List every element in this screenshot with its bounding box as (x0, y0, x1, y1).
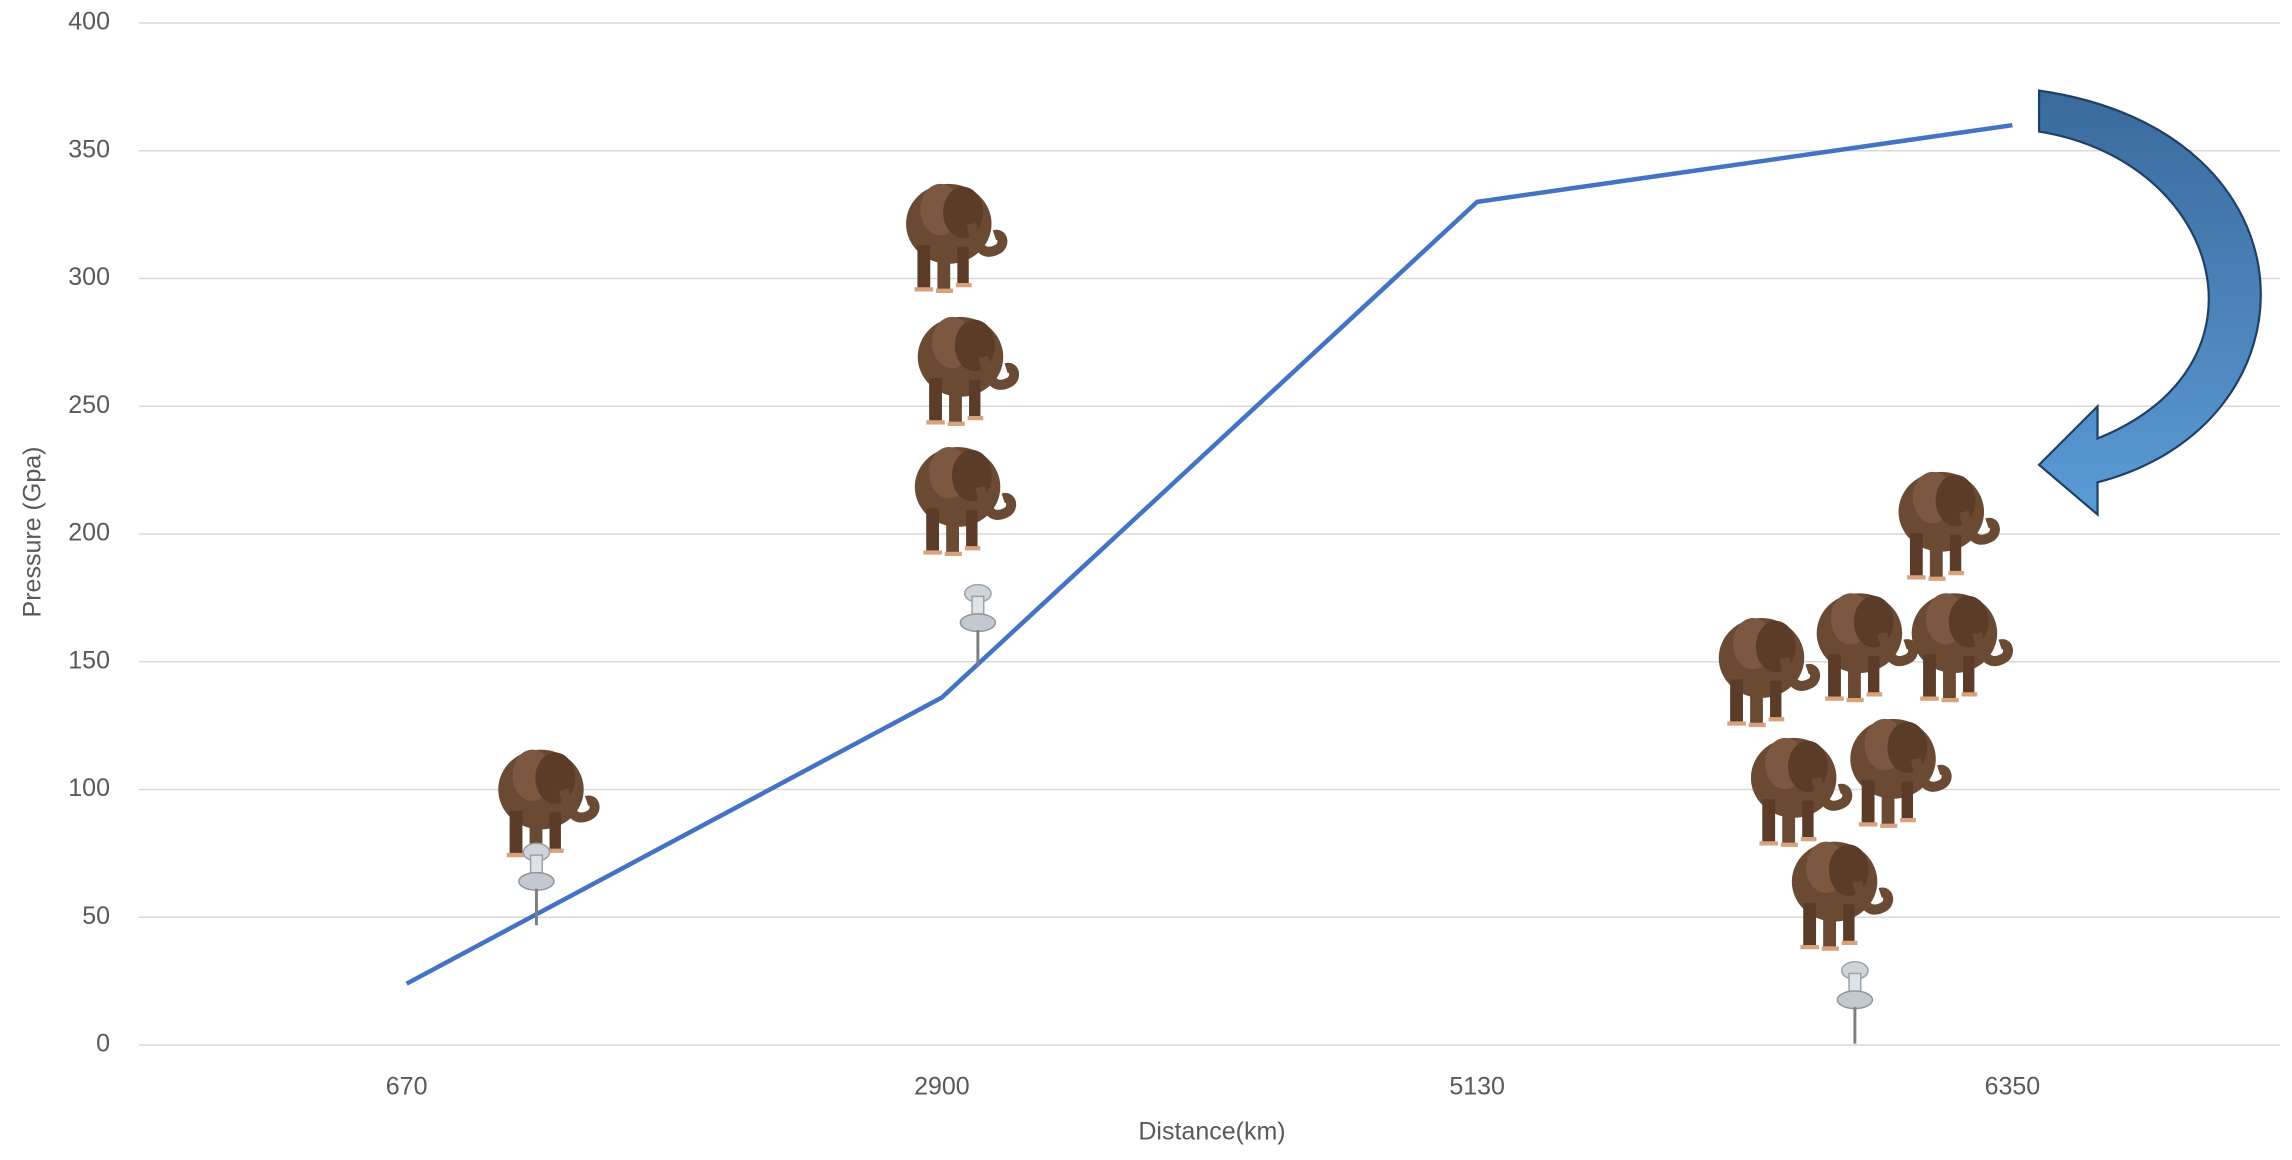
curved-arrow (2037, 89, 2262, 517)
x-axis-title: Distance(km) (1138, 1118, 1285, 1146)
y-tick-label: 350 (68, 135, 110, 163)
elephant-icon (498, 750, 594, 857)
x-tick-label: 2900 (914, 1073, 970, 1101)
x-tick-label: 670 (386, 1073, 428, 1101)
decorations (498, 89, 2262, 1046)
pushpin-icon (1835, 960, 1874, 1046)
elephant-icon (1751, 738, 1847, 845)
y-tick-label: 0 (96, 1030, 110, 1058)
y-tick-label: 50 (82, 902, 110, 930)
x-tick-label: 5130 (1449, 1073, 1505, 1101)
y-tick-label: 100 (68, 774, 110, 802)
y-axis-title: Pressure (Gpa) (19, 447, 47, 618)
y-tick-label: 250 (68, 391, 110, 419)
elephant-icon (1912, 593, 2008, 700)
data-line (405, 122, 2013, 986)
x-tick-label: 6350 (1985, 1073, 2041, 1101)
elephant-icon (1850, 719, 1946, 826)
y-tick-label: 400 (68, 8, 110, 36)
elephant-icon (906, 184, 1002, 291)
elephant-icon (915, 447, 1011, 554)
plot-area: 0 50 100 150 200 250 300 350 400 670 2900 5130 6350 (68, 8, 2280, 1101)
y-tick-label: 150 (68, 646, 110, 674)
pushpin-icon (517, 841, 556, 927)
y-tick-label: 300 (68, 263, 110, 291)
elephant-icon (1792, 842, 1888, 949)
elephant-icon (1817, 593, 1913, 700)
elephant-icon (1899, 472, 1995, 579)
elephant-icon (1719, 618, 1815, 725)
elephant-icon (918, 317, 1014, 424)
y-tick-label: 200 (68, 519, 110, 547)
